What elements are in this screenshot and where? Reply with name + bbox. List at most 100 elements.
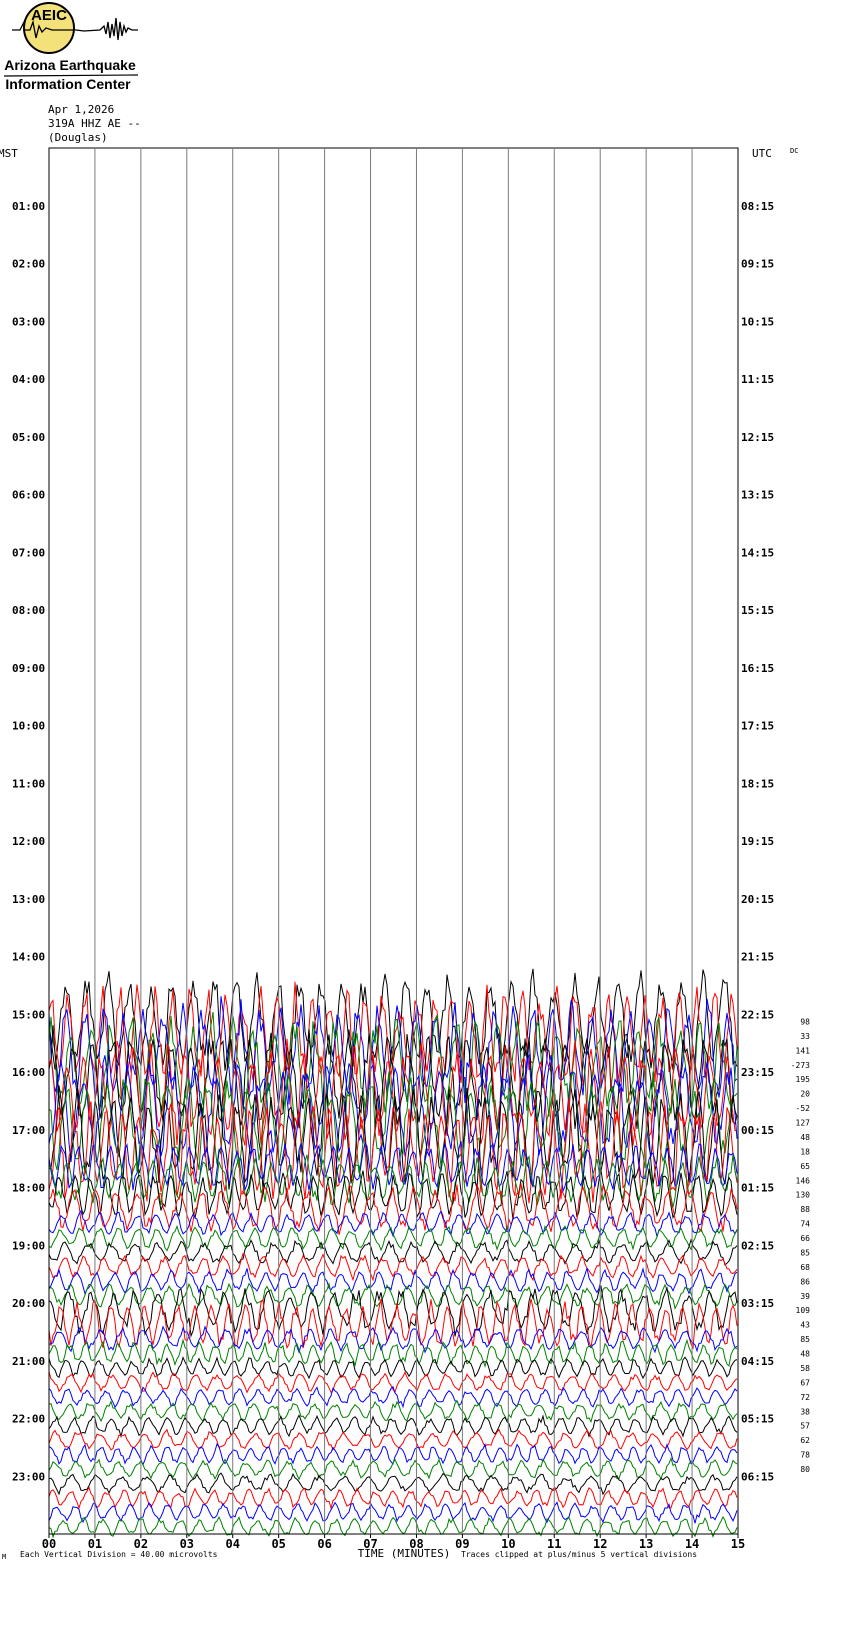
seismic-trace (48, 1168, 738, 1221)
dc-offset-label: 38 (800, 1407, 810, 1416)
left-hour-label: 06:00 (12, 489, 45, 502)
dc-offset-label: 109 (796, 1306, 811, 1315)
seismic-trace (48, 1356, 738, 1380)
left-hour-label: 03:00 (12, 315, 45, 328)
x-axis-label: TIME (MINUTES) (358, 1547, 451, 1560)
seismic-trace (48, 1224, 738, 1252)
left-hour-label: 02:00 (12, 258, 45, 271)
dc-offset-label: 88 (800, 1205, 810, 1214)
right-hour-label: 21:15 (741, 951, 774, 964)
right-hour-label: 19:15 (741, 835, 774, 848)
right-hour-label: 03:15 (741, 1297, 774, 1310)
clip-note: Traces clipped at plus/minus 5 vertical … (461, 1550, 697, 1559)
dc-offset-label: 78 (800, 1451, 810, 1460)
x-tick-label: 12 (593, 1537, 607, 1551)
station-name: (Douglas) (48, 131, 108, 144)
right-hour-label: 02:15 (741, 1239, 774, 1252)
x-tick-label: 03 (180, 1537, 194, 1551)
left-hour-label: 14:00 (12, 951, 45, 964)
left-hour-label: 07:00 (12, 546, 45, 559)
seismic-trace (48, 1183, 738, 1235)
seismic-trace (48, 1472, 738, 1496)
x-tick-label: 15 (731, 1537, 745, 1551)
seismic-trace (48, 1053, 738, 1163)
right-hour-label: 16:15 (741, 662, 774, 675)
dc-offset-label: 141 (796, 1046, 811, 1055)
right-hour-label: 08:15 (741, 200, 774, 213)
seismic-trace (48, 1209, 738, 1239)
left-hour-label: 12:00 (12, 835, 45, 848)
dc-offset-label: 62 (800, 1436, 810, 1445)
x-tick-label: 14 (685, 1537, 699, 1551)
x-tick-label: 01 (88, 1537, 102, 1551)
dc-offset-label: 33 (800, 1032, 810, 1041)
x-tick-label: 02 (134, 1537, 148, 1551)
dc-offset-label: 195 (796, 1075, 811, 1084)
right-hour-label: 14:15 (741, 546, 774, 559)
seismic-trace (48, 1252, 738, 1282)
left-hour-label: 16:00 (12, 1066, 45, 1079)
dc-offset-label: 74 (800, 1220, 810, 1229)
dc-offset-label: 39 (800, 1292, 810, 1301)
seismic-trace (48, 1338, 738, 1368)
scale-note: Each Vertical Division = 40.00 microvolt… (20, 1550, 218, 1559)
logo-line1: Arizona Earthquake (4, 57, 136, 73)
dc-offset-label: 65 (800, 1162, 810, 1171)
axis-labels: 00 01 02 03 04 05 06 07 08 09 10 11 12 13 14 15 MST UTC DC… (0, 147, 810, 1561)
seismograph-logo-icon (12, 2, 138, 54)
aeic-logo: AEIC Arizona Earthquake Information Cent… (3, 2, 139, 92)
x-tick-label: 04 (226, 1537, 240, 1551)
dc-offset-label: 57 (800, 1422, 810, 1431)
right-hour-label: 20:15 (741, 893, 774, 906)
seismic-trace (48, 1282, 738, 1310)
dc-offset-label: 86 (800, 1277, 810, 1286)
right-hour-label: 13:15 (741, 489, 774, 502)
seismic-trace (48, 1456, 738, 1481)
left-hour-label: 23:00 (12, 1470, 45, 1483)
seismic-trace (48, 1414, 738, 1439)
station-channel: 319A HHZ AE -- (48, 117, 141, 130)
dc-offset-label: 85 (800, 1335, 810, 1344)
logo-acronym: AEIC (31, 7, 67, 24)
minute-gridlines (48, 147, 739, 1538)
dc-offset-label: 127 (796, 1119, 811, 1128)
seismic-trace (48, 1515, 738, 1539)
plot-date: Apr 1,2026 (48, 103, 115, 116)
x-tick-label: 07 (363, 1537, 377, 1551)
seismic-trace (48, 1238, 738, 1266)
dc-offset-label: 85 (800, 1248, 810, 1257)
seismic-trace (48, 1485, 738, 1510)
left-hour-label: 20:00 (12, 1297, 45, 1310)
x-tick-label: 06 (317, 1537, 331, 1551)
left-hour-label: 13:00 (12, 893, 45, 906)
dc-offset-label: 98 (800, 1017, 810, 1026)
footer-corner-mark: M (2, 1553, 6, 1561)
seismic-trace (48, 1385, 738, 1409)
left-hour-label: 19:00 (12, 1239, 45, 1252)
right-hour-label: 01:15 (741, 1182, 774, 1195)
seismic-trace (48, 1298, 738, 1350)
right-hour-label: 12:15 (741, 431, 774, 444)
seismic-trace (48, 1501, 738, 1524)
seismic-trace (48, 1038, 738, 1146)
dc-offset-label: 130 (796, 1191, 811, 1200)
dc-offset-label: 58 (800, 1364, 810, 1373)
x-tick-label: 09 (455, 1537, 469, 1551)
seismic-trace (48, 1141, 738, 1193)
dc-offset-label: 43 (800, 1321, 810, 1330)
seismic-trace (48, 1266, 738, 1296)
dc-corner-label: DC (790, 147, 798, 155)
left-hour-label: 22:00 (12, 1413, 45, 1426)
right-hour-label: 22:15 (741, 1008, 774, 1021)
dc-offset-label: -52 (796, 1104, 811, 1113)
seismic-trace (48, 1154, 738, 1208)
x-tick-label: 13 (639, 1537, 653, 1551)
right-hour-label: 18:15 (741, 777, 774, 790)
left-hour-label: 01:00 (12, 200, 45, 213)
right-hour-label: 11:15 (741, 373, 774, 386)
left-hour-label: 17:00 (12, 1124, 45, 1137)
right-hour-label: 05:15 (741, 1413, 774, 1426)
dc-offset-label: 20 (800, 1090, 810, 1099)
left-hour-label: 08:00 (12, 604, 45, 617)
